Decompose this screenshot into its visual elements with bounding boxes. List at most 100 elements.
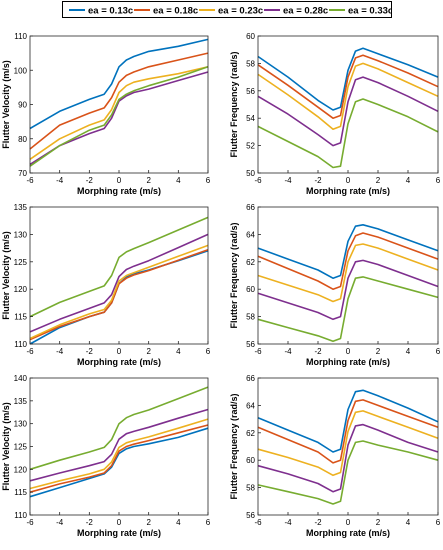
chart-panel-1: -6 -4 -2 0 2 4 6 70 80 90 100 110 Morphing rate (m/s… — [1, 32, 211, 196]
x-axis-label: Morphing rate (m/s) — [306, 357, 390, 367]
x-axis-label: Morphing rate (m/s) — [306, 186, 390, 196]
x-axis-label: Morphing rate (m/s) — [77, 357, 161, 367]
y-tick-label: 100 — [14, 66, 28, 75]
y-tick-label: 90 — [18, 101, 27, 110]
x-axis-label: Morphing rate (m/s) — [306, 528, 390, 538]
series-line-2 — [29, 248, 209, 341]
y-tick-label: 110 — [14, 32, 27, 41]
series-line-4 — [257, 76, 439, 147]
x-tick-label: -4 — [56, 518, 64, 527]
y-tick-label: 70 — [18, 169, 27, 178]
x-tick-label: -2 — [314, 176, 322, 185]
x-tick-label: -2 — [314, 518, 322, 527]
series-line-4 — [29, 71, 209, 166]
x-tick-label: 4 — [176, 176, 181, 185]
x-tick-label: 2 — [376, 176, 381, 185]
y-tick-label: 56 — [246, 87, 255, 96]
y-axis-label: Flutter Velocity (m/s) — [1, 402, 11, 491]
y-axis-label: Flutter Velocity (m/s) — [1, 60, 11, 149]
series-line-2 — [29, 52, 209, 150]
legend-label-2: ea = 0.18c — [153, 6, 198, 17]
x-tick-label: -6 — [254, 518, 262, 527]
series-line-5 — [29, 386, 209, 471]
x-axis-label: Morphing rate (m/s) — [77, 186, 161, 196]
y-tick-label: 135 — [14, 203, 28, 212]
y-tick-label: 135 — [14, 397, 28, 406]
y-tick-label: 50 — [246, 169, 255, 178]
chart-panel-6: -6 -4 -2 0 2 4 6 56 58 60 62 64 66 Morphing rate (m/s… — [229, 374, 441, 538]
y-tick-label: 120 — [14, 285, 28, 294]
series-line-1 — [257, 47, 439, 111]
y-tick-label: 64 — [246, 230, 255, 239]
x-tick-label: 4 — [406, 347, 411, 356]
y-tick-label: 60 — [246, 285, 255, 294]
y-tick-label: 58 — [246, 313, 255, 322]
series-line-3 — [29, 418, 209, 490]
series-line-4 — [257, 259, 439, 321]
plot-frame — [29, 35, 209, 174]
y-tick-label: 115 — [14, 313, 27, 322]
y-axis-label: Flutter Velocity (m/s) — [1, 231, 11, 320]
y-tick-label: 66 — [246, 374, 255, 383]
y-axis-label: Flutter Frequency (rad/s) — [229, 393, 239, 499]
y-tick-label: 64 — [246, 401, 255, 410]
y-tick-label: 56 — [246, 511, 255, 520]
x-tick-label: 6 — [206, 518, 211, 527]
x-tick-label: -6 — [26, 518, 34, 527]
y-tick-label: 120 — [14, 465, 28, 474]
y-tick-label: 115 — [14, 488, 27, 497]
series-line-5 — [29, 216, 209, 318]
y-tick-label: 62 — [246, 429, 255, 438]
x-tick-label: 6 — [436, 176, 441, 185]
x-tick-label: 6 — [436, 518, 441, 527]
x-tick-label: 4 — [406, 176, 411, 185]
legend-entries: ea = 0.13c ea = 0.18c ea = 0.23c ea = 0.28c… — [69, 6, 391, 17]
legend-label-1: ea = 0.13c — [88, 6, 133, 17]
y-axis-label: Flutter Frequency (rad/s) — [229, 222, 239, 328]
x-tick-label: 6 — [206, 347, 211, 356]
x-tick-label: -6 — [26, 176, 34, 185]
series-line-2 — [257, 232, 439, 291]
y-tick-label: 62 — [246, 258, 255, 267]
series-line-5 — [29, 66, 209, 167]
x-tick-label: 2 — [146, 518, 151, 527]
x-tick-label: -4 — [56, 347, 64, 356]
y-tick-label: 125 — [14, 258, 28, 267]
y-tick-label: 58 — [246, 484, 255, 493]
y-tick-label: 110 — [14, 511, 27, 520]
chart-panel-4: -6 -4 -2 0 2 4 6 56 58 60 62 64 66 Morphing rate (m/s… — [229, 203, 441, 367]
chart-panel-2: -6 -4 -2 0 2 4 6 50 52 54 56 58 60 Morphing rate (m/s… — [229, 32, 441, 196]
plot-frame — [257, 206, 439, 345]
y-tick-label: 80 — [18, 135, 27, 144]
x-tick-label: -4 — [284, 176, 292, 185]
x-tick-label: 4 — [406, 518, 411, 527]
legend-label-5: ea = 0.33c — [348, 6, 391, 17]
y-tick-label: 60 — [246, 32, 255, 41]
x-tick-label: 0 — [117, 518, 122, 527]
y-tick-label: 125 — [14, 443, 28, 452]
series-line-2 — [257, 54, 439, 119]
x-axis-label: Morphing rate (m/s) — [77, 528, 161, 538]
legend-label-4: ea = 0.28c — [283, 6, 328, 17]
x-tick-label: 2 — [376, 347, 381, 356]
chart-legend: ea = 0.13c ea = 0.18c ea = 0.23c ea = 0.28c… — [62, 1, 392, 18]
series-line-5 — [257, 276, 439, 343]
x-tick-label: -4 — [284, 518, 292, 527]
y-axis-label: Flutter Frequency (rad/s) — [229, 51, 239, 157]
x-tick-label: 0 — [117, 347, 122, 356]
series-line-1 — [257, 224, 439, 280]
x-tick-label: 4 — [176, 347, 181, 356]
y-tick-label: 52 — [246, 142, 255, 151]
x-tick-label: -2 — [314, 347, 322, 356]
x-tick-label: 6 — [206, 176, 211, 185]
x-tick-label: 2 — [376, 518, 381, 527]
series-line-3 — [257, 62, 439, 130]
x-tick-label: -4 — [284, 347, 292, 356]
y-tick-label: 66 — [246, 203, 255, 212]
x-tick-label: -6 — [26, 347, 34, 356]
x-tick-label: -2 — [86, 347, 94, 356]
x-tick-label: -6 — [254, 176, 262, 185]
series-line-3 — [257, 243, 439, 303]
x-tick-label: 0 — [346, 347, 351, 356]
